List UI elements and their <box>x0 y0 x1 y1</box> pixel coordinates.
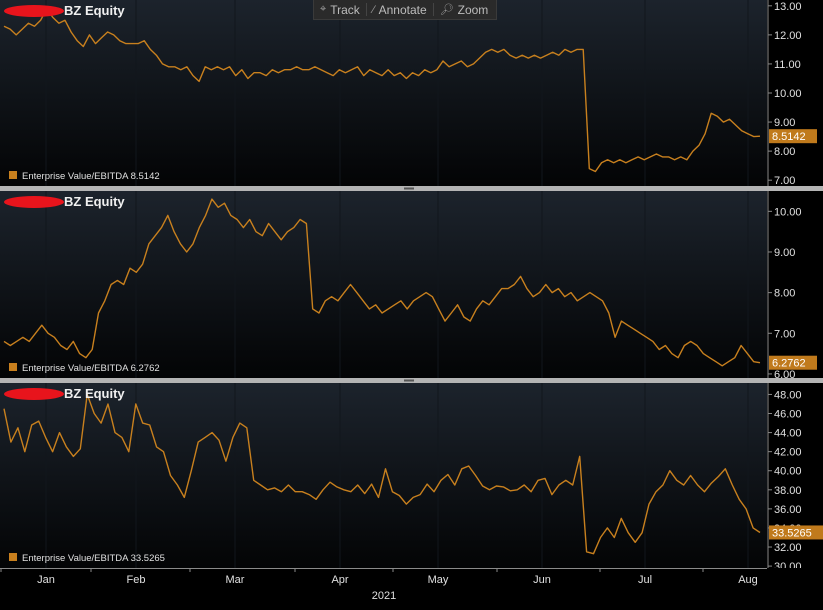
separator-handle <box>404 379 414 382</box>
y-tick-label: 32.00 <box>774 542 802 554</box>
series-line <box>3 7 761 173</box>
y-tick-label: 9.00 <box>774 117 795 129</box>
last-value-label: 8.5142 <box>772 131 806 143</box>
y-tick-label: 10.00 <box>774 206 802 218</box>
toolbar-divider <box>432 3 434 16</box>
y-tick-label: 7.00 <box>774 328 795 340</box>
panel-title: BZ Equity <box>64 386 125 401</box>
panel-title: BZ Equity <box>64 3 125 18</box>
last-value-label: 6.2762 <box>772 358 806 370</box>
chart-toolbar: ⌖ Track ∕ Annotate 🔎︎ Zoom <box>313 0 497 20</box>
panel-background <box>0 0 767 186</box>
y-tick-label: 44.00 <box>774 428 802 440</box>
legend-label: Enterprise Value/EBITDA 6.2762 <box>22 363 160 374</box>
y-tick-label: 36.00 <box>774 504 802 516</box>
y-tick-label: 46.00 <box>774 409 802 421</box>
pencil-icon: ∕ <box>372 3 375 16</box>
last-value-label: 33.5265 <box>772 527 812 539</box>
legend-swatch <box>9 171 17 179</box>
toolbar-divider <box>365 3 367 16</box>
y-tick-label: 40.00 <box>774 466 802 478</box>
y-tick-label: 9.00 <box>774 247 795 259</box>
legend-swatch <box>9 363 17 371</box>
y-tick-label: 10.00 <box>774 88 802 100</box>
track-label: Track <box>330 2 360 17</box>
x-year-label: 2021 <box>372 590 396 602</box>
x-tick-label: Jul <box>638 574 652 586</box>
x-axis-background <box>0 568 823 610</box>
series-line <box>3 198 761 367</box>
magnifier-icon: 🔎︎ <box>439 4 454 16</box>
redaction-mark <box>4 196 64 208</box>
y-tick-label: 12.00 <box>774 30 802 42</box>
last-value-tag <box>769 525 823 540</box>
last-value-tag <box>769 129 817 144</box>
annotate-button[interactable]: ∕ Annotate <box>367 0 433 19</box>
crosshair-icon: ⌖ <box>320 3 327 15</box>
zoom-button[interactable]: 🔎︎ Zoom <box>434 0 495 19</box>
redaction-mark <box>4 388 64 400</box>
redaction-mark <box>4 5 64 17</box>
y-tick-label: 6.00 <box>774 369 795 381</box>
legend-label: Enterprise Value/EBITDA 8.5142 <box>22 171 160 182</box>
separator-handle <box>404 187 414 190</box>
x-tick-label: Feb <box>127 574 146 586</box>
axis-background <box>767 191 823 378</box>
x-tick-label: Apr <box>331 574 348 586</box>
y-tick-label: 38.00 <box>774 485 802 497</box>
last-value-tag <box>769 355 817 370</box>
y-tick-label: 7.00 <box>774 175 795 187</box>
y-tick-label: 8.00 <box>774 288 795 300</box>
annotate-label: Annotate <box>378 2 427 17</box>
x-tick-label: May <box>428 574 449 586</box>
axis-background <box>767 0 823 186</box>
y-tick-label: 13.00 <box>774 1 802 13</box>
y-tick-label: 11.00 <box>774 59 801 71</box>
panel-background <box>0 191 767 378</box>
x-tick-label: Jun <box>533 574 551 586</box>
y-tick-label: 8.00 <box>774 146 795 158</box>
series-line <box>3 393 761 555</box>
zoom-label: Zoom <box>457 2 489 17</box>
x-tick-label: Mar <box>226 574 245 586</box>
x-tick-label: Aug <box>738 574 758 586</box>
legend-swatch <box>9 553 17 561</box>
panel-title: BZ Equity <box>64 194 125 209</box>
track-button[interactable]: ⌖ Track <box>314 0 366 19</box>
x-tick-label: Jan <box>37 574 55 586</box>
legend-label: Enterprise Value/EBITDA 33.5265 <box>22 553 165 564</box>
y-tick-label: 42.00 <box>774 447 802 459</box>
y-tick-label: 48.00 <box>774 389 802 401</box>
